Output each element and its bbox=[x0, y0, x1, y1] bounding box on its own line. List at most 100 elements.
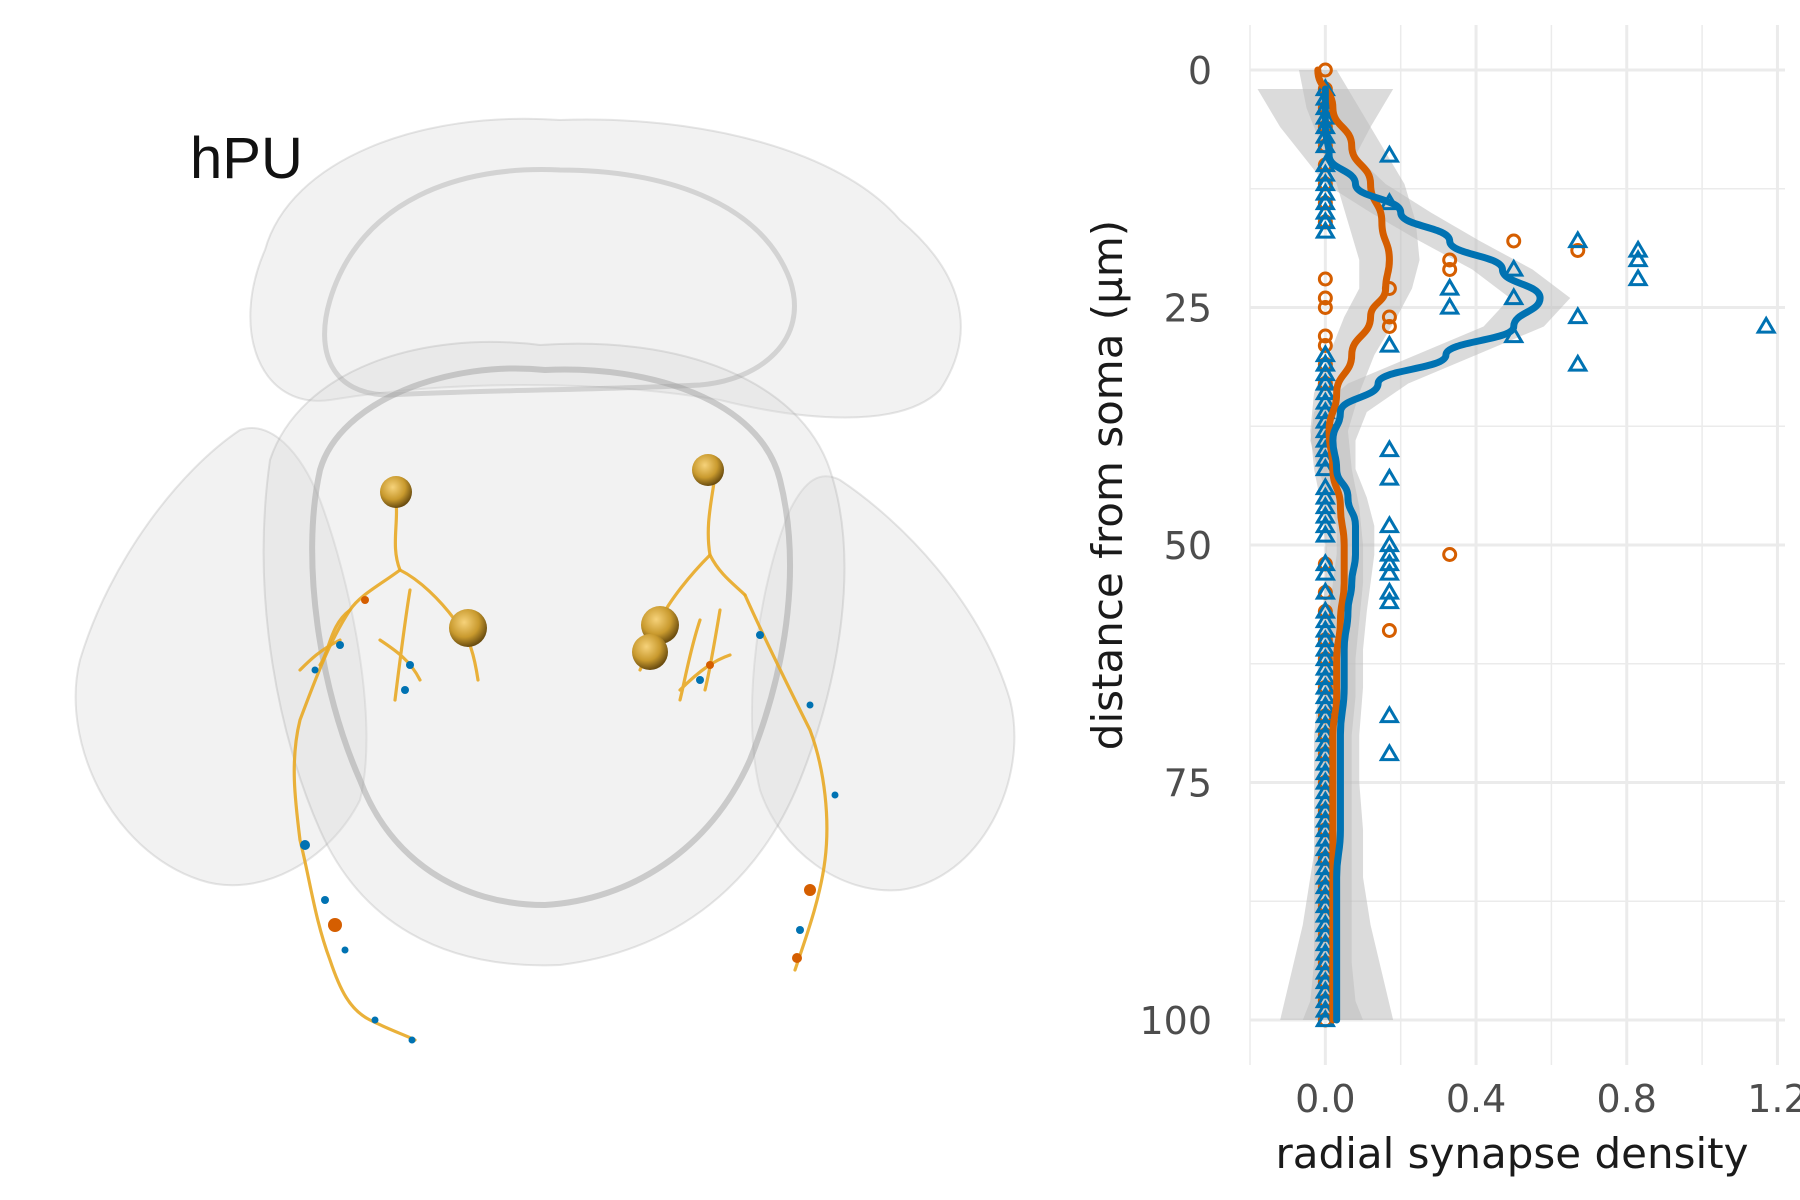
output-synapse-point bbox=[1314, 562, 1336, 581]
input-synapse-point bbox=[1317, 803, 1333, 819]
output-synapse-point bbox=[1314, 154, 1336, 173]
output-synapse-point bbox=[1314, 173, 1336, 192]
output-synapse-point bbox=[1314, 496, 1336, 515]
input-synapse-point bbox=[1317, 822, 1333, 838]
output-synapse-point bbox=[1314, 78, 1336, 97]
input-synapse-point bbox=[1317, 708, 1333, 724]
output-synapse-point bbox=[1314, 724, 1336, 743]
output-synapse-point bbox=[1314, 619, 1336, 638]
input-synapse-point bbox=[1442, 252, 1458, 268]
output-synapse-point bbox=[1314, 106, 1336, 125]
output-synapse-point bbox=[1378, 543, 1401, 562]
input-synapse-point bbox=[1317, 271, 1333, 287]
output-synapse-point bbox=[1378, 144, 1401, 163]
output-synapse-point bbox=[1314, 220, 1336, 239]
input-synapse-point bbox=[1317, 556, 1333, 572]
smooth-curve bbox=[1321, 85, 1544, 1024]
output-synapse-point bbox=[1378, 591, 1401, 610]
output-synapse-point bbox=[1314, 116, 1336, 135]
output-synapse-point bbox=[1314, 695, 1336, 714]
confidence-band bbox=[1298, 70, 1420, 1020]
x-tick-label: 0.0 bbox=[1295, 1077, 1355, 1121]
input-synapse-point bbox=[1317, 62, 1333, 78]
output-synapse-point bbox=[1314, 686, 1336, 705]
chart-grid bbox=[1249, 25, 1785, 1065]
input-synapse-point bbox=[1381, 309, 1397, 325]
output-synapse-point bbox=[1314, 819, 1336, 838]
input-synapse-point bbox=[1317, 100, 1333, 116]
output-synapse-point bbox=[1314, 800, 1336, 819]
input-synapse-point bbox=[1317, 955, 1333, 971]
output-synapse-point bbox=[1314, 420, 1336, 439]
output-synapse-point bbox=[1314, 971, 1336, 990]
output-synapse-point bbox=[1378, 581, 1401, 600]
output-synapse-point bbox=[1314, 676, 1336, 695]
mesh-upper-lobe bbox=[249, 117, 962, 419]
output-synapse-point bbox=[1314, 372, 1336, 391]
input-synapse-point bbox=[1317, 376, 1333, 391]
y-tick-label: 25 bbox=[1164, 287, 1212, 331]
input-synapse-point bbox=[1317, 328, 1333, 344]
output-synapse-point bbox=[1314, 990, 1336, 1009]
output-synapse-point bbox=[1314, 752, 1336, 771]
output-synapse-point bbox=[1314, 610, 1336, 629]
input-synapse-point bbox=[1317, 851, 1333, 866]
input-synapse-point bbox=[1317, 81, 1333, 97]
output-synapse-point bbox=[1314, 553, 1336, 572]
output-synapse-point bbox=[1378, 439, 1401, 458]
input-synapse-point bbox=[1381, 319, 1397, 334]
output-synapse-point bbox=[1314, 125, 1336, 144]
somata bbox=[380, 454, 724, 670]
input-synapse-point bbox=[1317, 357, 1333, 372]
x-tick-label: 0.8 bbox=[1597, 1077, 1657, 1121]
x-axis-label: radial synapse density bbox=[1276, 1129, 1749, 1178]
output-synapse-point bbox=[1314, 1009, 1336, 1028]
output-synapse-point bbox=[1378, 515, 1401, 534]
output-synapse-point bbox=[1314, 771, 1336, 790]
output-synapse-point bbox=[1314, 638, 1336, 657]
output-synapse-point bbox=[1314, 743, 1336, 762]
output-synapse-point bbox=[1314, 344, 1336, 363]
output-synapse-point bbox=[1314, 201, 1336, 220]
output-synapse-point bbox=[1314, 866, 1336, 885]
y-tick-label: 100 bbox=[1139, 999, 1212, 1043]
soma-5 bbox=[632, 634, 668, 670]
input-synapse-point bbox=[1317, 632, 1333, 648]
input-synapse-point bbox=[1317, 898, 1333, 914]
input-synapse-point bbox=[1317, 974, 1333, 990]
output-synapse-point bbox=[1314, 809, 1336, 828]
input-synapse-point bbox=[1317, 119, 1333, 135]
output-synapse-point bbox=[1314, 895, 1336, 914]
output-synapse-point bbox=[1314, 885, 1336, 904]
mesh-upper-ring bbox=[322, 167, 797, 398]
output-synapse-point bbox=[1314, 600, 1336, 619]
input-synapse-point bbox=[1570, 243, 1586, 258]
output-synapse-point bbox=[1314, 353, 1336, 372]
mesh-right-lobe bbox=[750, 475, 1016, 892]
confidence-band bbox=[1257, 89, 1571, 1020]
input-synapse-point bbox=[1317, 195, 1333, 211]
output-synapse-point bbox=[1439, 296, 1461, 315]
output-synapse-point bbox=[1314, 657, 1336, 676]
output-synapse-point bbox=[1314, 87, 1336, 106]
output-synapse-point bbox=[1314, 942, 1336, 961]
output-synapse-point bbox=[1627, 239, 1649, 258]
synapse-dots bbox=[300, 596, 839, 1044]
output-synapse-point bbox=[1314, 505, 1336, 524]
output-synapse-point bbox=[1314, 648, 1336, 667]
input-synapse-point bbox=[1317, 746, 1333, 762]
output-synapse-point bbox=[1314, 391, 1336, 410]
soma-3 bbox=[692, 454, 724, 486]
output-synapse-point bbox=[1314, 477, 1336, 496]
output-synapse-point bbox=[1314, 192, 1336, 211]
output-synapse-point bbox=[1567, 306, 1589, 325]
input-synapse-point bbox=[1317, 651, 1333, 667]
x-tick-label: 1.2 bbox=[1747, 1077, 1800, 1121]
output-synapse-point bbox=[1439, 277, 1461, 296]
brain-mesh bbox=[74, 117, 1016, 967]
input-synapse-point bbox=[1381, 623, 1397, 638]
output-synapse-point bbox=[1314, 828, 1336, 847]
input-synapse-point bbox=[1317, 157, 1333, 173]
output-synapse-point bbox=[1314, 439, 1336, 458]
